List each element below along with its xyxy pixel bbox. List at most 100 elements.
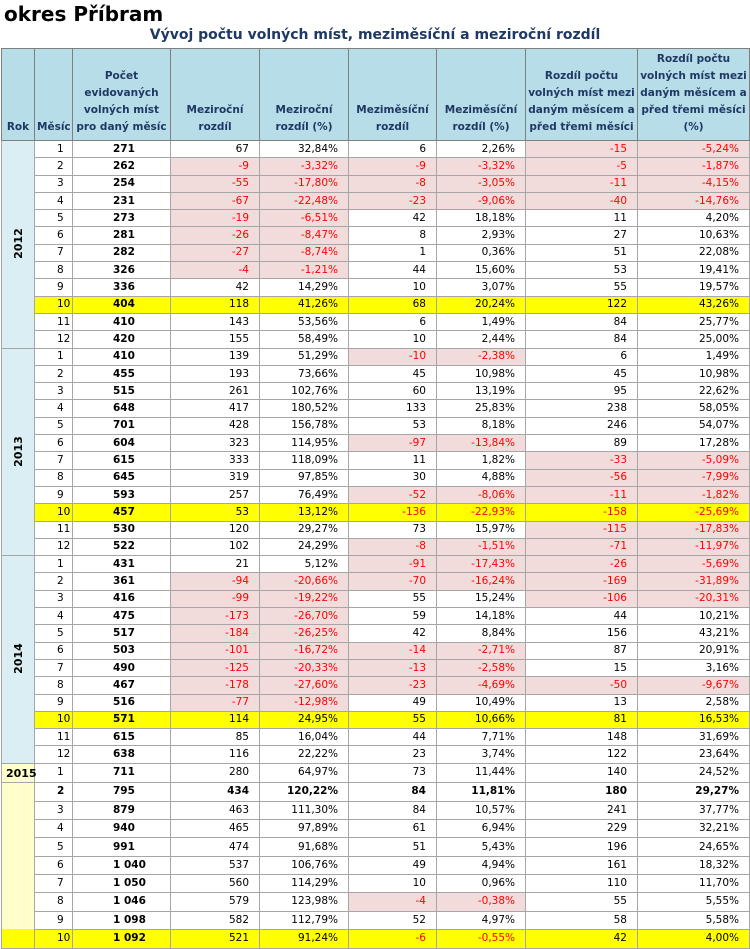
yoy-diff-cell: -19	[170, 209, 260, 228]
q-diff-cell: 58	[525, 910, 638, 930]
q-diff-cell: -40	[525, 191, 638, 211]
yoy-diff-cell: 120	[170, 520, 260, 539]
yoy-diff-cell: -173	[170, 607, 260, 626]
q-diff-cell: 6	[525, 347, 638, 366]
mom-diff-cell: 44	[348, 261, 437, 280]
count-cell: 273	[72, 209, 171, 228]
q-pct-cell: 20,91%	[637, 641, 750, 660]
mom-diff-cell: 84	[348, 800, 437, 821]
month-cell: 11	[34, 520, 73, 539]
yoy-pct-cell: 16,04%	[259, 728, 349, 747]
count-cell: 516	[72, 693, 171, 712]
count-cell: 1 092	[72, 928, 171, 949]
mom-diff-cell: 10	[348, 278, 437, 297]
q-diff-cell: 148	[525, 728, 638, 747]
month-cell: 10	[34, 503, 73, 522]
month-cell: 3	[34, 589, 73, 609]
mom-pct-cell: 7,71%	[436, 728, 526, 747]
yoy-diff-cell: -9	[170, 157, 260, 176]
mom-diff-cell: 30	[348, 468, 437, 487]
q-pct-cell: 23,64%	[637, 745, 750, 764]
q-diff-cell: -56	[525, 468, 638, 487]
yoy-diff-cell: 114	[170, 710, 260, 730]
yoy-diff-cell: 582	[170, 910, 260, 930]
q-pct-cell: -11,97%	[637, 537, 750, 557]
table-row: 10 404 118 41,26% 68 20,24% 122 43,26%	[2, 295, 750, 314]
mom-diff-cell: 44	[348, 728, 437, 747]
count-cell: 615	[72, 728, 171, 747]
q-pct-cell: 19,41%	[637, 261, 750, 280]
mom-pct-cell: 0,36%	[436, 243, 526, 263]
count-cell: 262	[72, 157, 171, 176]
month-cell: 3	[34, 174, 73, 193]
table-row: 2015 1 711 280 64,97% 73 11,44% 140 24,52%	[1, 762, 750, 783]
q-diff-cell: 246	[525, 416, 638, 436]
yoy-diff-cell: 193	[170, 364, 260, 384]
q-pct-cell: 1,49%	[637, 347, 750, 366]
count-cell: 282	[72, 243, 171, 263]
mom-diff-cell: 1	[348, 243, 437, 263]
count-cell: 361	[72, 572, 171, 591]
q-pct-cell: 24,65%	[637, 837, 750, 857]
q-diff-cell: -115	[525, 520, 638, 539]
month-cell: 2	[34, 572, 73, 591]
mom-diff-cell: -97	[348, 434, 437, 453]
q-diff-cell: -50	[525, 676, 638, 695]
mom-diff-cell: 23	[348, 745, 437, 764]
yoy-diff-cell: 116	[170, 745, 260, 764]
yoy-pct-cell: 58,49%	[259, 330, 349, 349]
count-cell: 515	[72, 382, 171, 401]
mom-diff-cell: 45	[348, 364, 437, 384]
page-subtitle: Vývoj počtu volných míst, meziměsíční a …	[149, 27, 601, 43]
year-cell-empty	[1, 801, 35, 820]
count-cell: 457	[72, 503, 171, 522]
table-row: 3 416 -99 -19,22% 55 15,24% -106 -20,31%	[2, 589, 750, 609]
mom-diff-cell: -6	[348, 928, 437, 949]
year-cell-empty	[1, 911, 35, 930]
q-pct-cell: 17,28%	[637, 434, 750, 453]
q-diff-cell: 196	[525, 837, 638, 857]
count-cell: 522	[72, 537, 171, 557]
mom-pct-cell: -1,51%	[436, 537, 526, 557]
table-row: 9 593 257 76,49% -52 -8,06% -11 -1,82%	[2, 485, 750, 505]
vacancy-table: Rok Měsíc Počet evidovaných volných míst…	[1, 48, 750, 949]
yoy-pct-cell: 32,84%	[259, 139, 349, 159]
yoy-pct-cell: 51,29%	[259, 347, 349, 366]
yoy-diff-cell: 53	[170, 503, 260, 522]
q-diff-cell: -26	[525, 555, 638, 574]
count-cell: 645	[72, 468, 171, 487]
yoy-pct-cell: 5,12%	[259, 555, 349, 574]
yoy-pct-cell: 123,98%	[259, 892, 349, 912]
count-cell: 879	[72, 800, 171, 821]
month-cell: 5	[34, 624, 73, 643]
q-pct-cell: -5,09%	[637, 451, 750, 470]
mom-diff-cell: -9	[348, 157, 437, 176]
count-cell: 701	[72, 416, 171, 436]
q-pct-cell: -17,83%	[637, 520, 750, 539]
q-diff-cell: 55	[525, 892, 638, 912]
yoy-pct-cell: -3,32%	[259, 157, 349, 176]
yoy-diff-cell: 474	[170, 837, 260, 857]
mom-pct-cell: 6,94%	[436, 819, 526, 839]
yoy-diff-cell: 21	[170, 555, 260, 574]
q-diff-cell: 110	[525, 873, 638, 894]
q-pct-cell: 54,07%	[637, 416, 750, 436]
mom-diff-cell: 49	[348, 855, 437, 875]
mom-diff-cell: 51	[348, 837, 437, 857]
q-pct-cell: 4,00%	[637, 928, 750, 949]
q-pct-cell: -5,69%	[637, 555, 750, 574]
yoy-pct-cell: 24,29%	[259, 537, 349, 557]
mom-pct-cell: -17,43%	[436, 555, 526, 574]
yoy-diff-cell: -178	[170, 676, 260, 695]
table-row: 9 516 -77 -12,98% 49 10,49% 13 2,58%	[2, 693, 750, 712]
count-cell: 410	[72, 312, 171, 332]
q-diff-cell: 180	[525, 781, 638, 802]
mom-diff-cell: -23	[348, 676, 437, 695]
count-cell: 281	[72, 226, 171, 245]
table-row: 4 475 -173 -26,70% 59 14,18% 44 10,21%	[2, 607, 750, 626]
yoy-pct-cell: 91,24%	[259, 928, 349, 949]
q-diff-cell: 51	[525, 243, 638, 263]
mom-diff-cell: 55	[348, 589, 437, 609]
count-cell: 231	[72, 191, 171, 211]
